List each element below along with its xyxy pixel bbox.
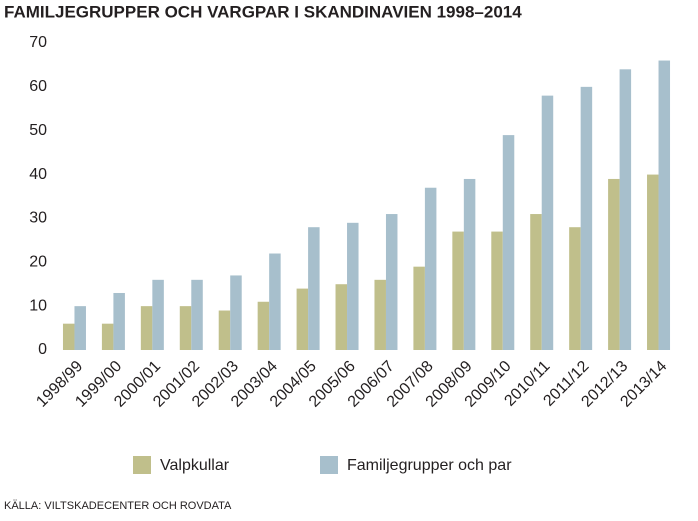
bar <box>335 284 348 350</box>
bar <box>530 214 542 350</box>
chart-title: FAMILJEGRUPPER OCH VARGPAR I SKANDINAVIE… <box>4 2 522 21</box>
bar <box>269 253 281 350</box>
y-tick-label: 60 <box>29 78 47 95</box>
bar <box>257 301 270 350</box>
y-tick-label: 0 <box>38 341 47 358</box>
bar <box>230 275 242 350</box>
bar <box>374 279 386 350</box>
bar <box>152 279 164 350</box>
bar <box>580 86 593 350</box>
legend-swatch <box>320 456 338 474</box>
bar <box>179 306 192 350</box>
y-tick-label: 10 <box>29 297 47 314</box>
bar <box>113 292 125 350</box>
bar <box>619 69 632 351</box>
legend-label: Valpkullar <box>160 457 230 474</box>
bar <box>647 174 659 350</box>
source-note: KÄLLA: VILTSKADECENTER OCH ROVDATA <box>4 500 232 512</box>
bar <box>502 135 515 350</box>
bar <box>296 288 309 350</box>
bar <box>491 231 503 350</box>
bar <box>424 187 437 350</box>
bar <box>347 222 359 350</box>
bar <box>608 178 620 350</box>
y-tick-label: 20 <box>29 254 47 271</box>
bar <box>218 310 231 350</box>
bar <box>62 323 75 350</box>
legend-swatch <box>133 456 151 474</box>
bar <box>101 323 114 350</box>
bar <box>191 279 203 350</box>
bar <box>452 231 464 350</box>
bar <box>463 178 476 350</box>
bar <box>385 214 398 350</box>
bar <box>308 227 320 350</box>
y-tick-label: 40 <box>29 166 47 183</box>
legend-label: Familjegrupper och par <box>347 457 512 474</box>
y-tick-label: 50 <box>29 122 47 139</box>
y-tick-label: 70 <box>29 34 47 51</box>
bar <box>658 60 671 351</box>
bar <box>74 306 86 350</box>
bar <box>541 95 554 350</box>
bar <box>140 306 153 350</box>
bar <box>569 227 581 350</box>
bar <box>413 266 425 350</box>
y-tick-label: 30 <box>29 210 47 227</box>
